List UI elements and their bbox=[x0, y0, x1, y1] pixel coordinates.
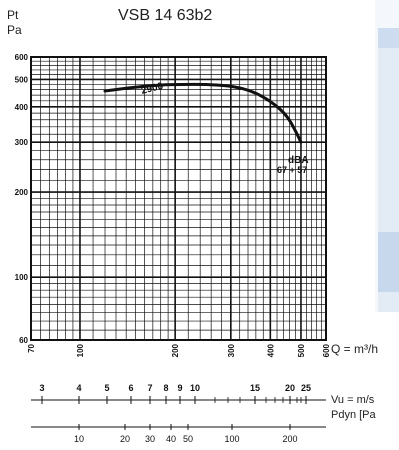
y-tick-label: 100 bbox=[15, 273, 29, 282]
pdyn-scale-label: Pdyn [Pa bbox=[331, 409, 377, 421]
series-curve-2900 bbox=[103, 82, 303, 144]
x-tick-label: 600 bbox=[322, 343, 331, 357]
chart-title: VSB 14 63b2 bbox=[118, 7, 212, 24]
vu-scale: 3 4 5 6 7 8 9 10 15 20 25 bbox=[39, 383, 311, 404]
x-axis-label: Q = m³/h bbox=[331, 342, 378, 356]
pdyn-tick-label: 30 bbox=[145, 434, 155, 444]
x-tick-label: 400 bbox=[266, 343, 275, 357]
y-axis-ticks: 60 100 200 300 400 500 600 bbox=[15, 53, 29, 345]
x-tick-label: 300 bbox=[227, 343, 236, 357]
x-tick-label: 500 bbox=[297, 343, 306, 357]
vu-tick-label: 5 bbox=[104, 383, 109, 393]
vu-tick-label: 9 bbox=[177, 383, 182, 393]
side-panel bbox=[375, 0, 399, 312]
annotation-db-values: 67 + 57 bbox=[277, 165, 307, 175]
vu-tick-label: 15 bbox=[250, 383, 260, 393]
y-tick-label: 500 bbox=[15, 75, 29, 84]
pdyn-tick-label: 10 bbox=[74, 434, 84, 444]
pdyn-tick-label: 100 bbox=[224, 434, 239, 444]
y-tick-label: 300 bbox=[15, 138, 29, 147]
pdyn-tick-label: 40 bbox=[166, 434, 176, 444]
vu-tick-label: 4 bbox=[76, 383, 81, 393]
pdyn-tick-label: 50 bbox=[183, 434, 193, 444]
vu-tick-label: 25 bbox=[301, 383, 311, 393]
vu-tick-label: 6 bbox=[128, 383, 133, 393]
series-label-2900: 2900 bbox=[140, 81, 165, 97]
vu-tick-label: 7 bbox=[147, 383, 152, 393]
x-tick-label: 200 bbox=[171, 343, 180, 357]
pdyn-scale: 10 20 30 40 50 100 200 bbox=[74, 424, 298, 444]
vu-tick-label: 10 bbox=[190, 383, 200, 393]
y-axis-label-top: Pt bbox=[7, 8, 19, 22]
x-axis-ticks: 70 100 200 300 400 500 600 bbox=[27, 343, 331, 357]
vu-tick-label: 20 bbox=[285, 383, 295, 393]
chart-grid bbox=[30, 56, 327, 341]
annotation-dba: dBA bbox=[288, 155, 309, 166]
vu-tick-label: 3 bbox=[39, 383, 44, 393]
pdyn-tick-label: 20 bbox=[120, 434, 130, 444]
vu-tick-label: 8 bbox=[163, 383, 168, 393]
y-tick-label: 400 bbox=[15, 103, 29, 112]
x-tick-label: 100 bbox=[76, 343, 85, 357]
y-tick-label: 600 bbox=[15, 53, 29, 62]
vu-scale-label: Vu = m/s bbox=[331, 394, 375, 406]
y-axis-label-bottom: Pa bbox=[7, 23, 22, 37]
y-tick-label: 200 bbox=[15, 188, 29, 197]
y-tick-label: 60 bbox=[19, 336, 28, 345]
x-tick-label: 70 bbox=[27, 343, 36, 352]
pdyn-tick-label: 200 bbox=[282, 434, 297, 444]
plot-frame bbox=[30, 56, 327, 341]
series-layer bbox=[103, 82, 303, 144]
